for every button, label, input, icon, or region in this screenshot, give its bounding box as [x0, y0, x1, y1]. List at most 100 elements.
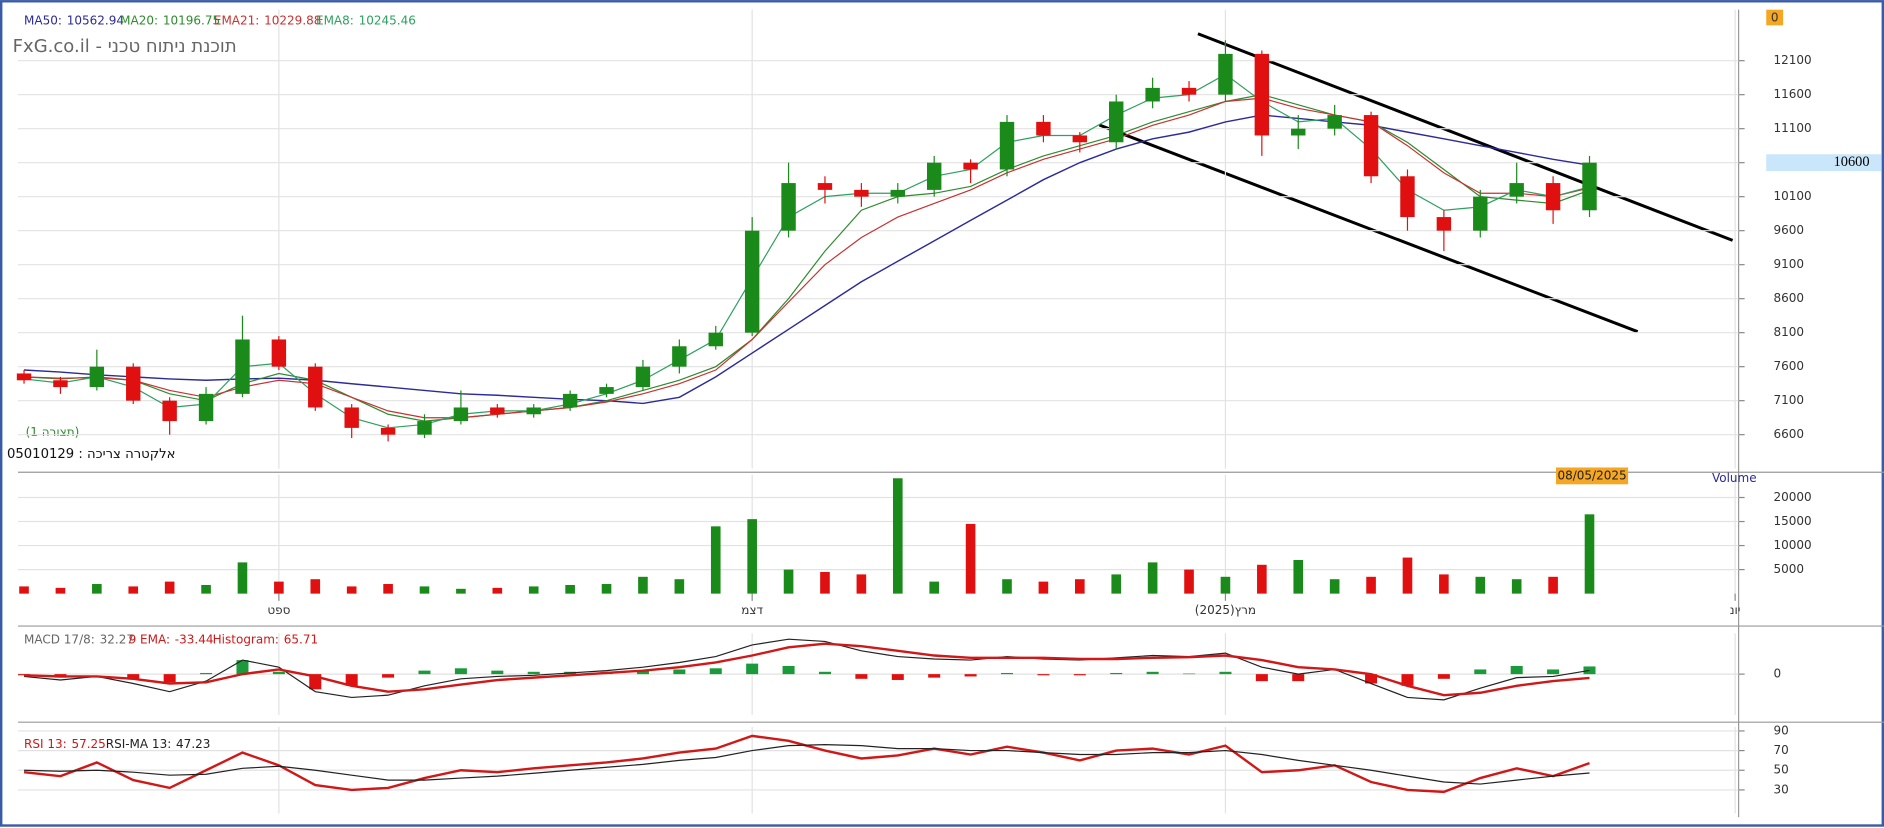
histogram-bar — [1365, 674, 1378, 684]
histogram-bar — [1146, 671, 1159, 675]
volume-bar — [1584, 514, 1595, 594]
candle-body — [380, 427, 396, 435]
histogram-bar — [1073, 674, 1086, 676]
candle-body — [53, 380, 68, 388]
candle-body — [1436, 217, 1452, 231]
histogram-bar — [1110, 672, 1123, 675]
histogram-bar — [928, 674, 941, 678]
y-tick-label: 11100 — [1773, 121, 1811, 135]
volume-bar — [383, 584, 393, 594]
volume-bar — [747, 519, 757, 594]
volume-bar — [674, 579, 685, 594]
candle-body — [1218, 53, 1233, 95]
instrument: אלקטרה צריכה : 05010129 — [7, 447, 175, 462]
histogram-bar — [18, 674, 31, 676]
candle-body — [1109, 101, 1124, 143]
volume-bar — [1002, 579, 1012, 594]
volume-bar — [128, 586, 139, 594]
candle-body — [417, 421, 432, 435]
candle-body — [599, 387, 614, 394]
volume-bar — [274, 581, 284, 594]
volume-bar — [1329, 579, 1340, 594]
volume-bar — [1475, 576, 1486, 594]
volume-bar — [164, 581, 175, 594]
y-tick-label: 10100 — [1773, 189, 1811, 203]
volume-bar — [710, 526, 721, 594]
corner-box — [1766, 9, 1784, 26]
legend-entry: MA50: 10562.94 — [24, 13, 124, 27]
y-tick-label: 7600 — [1773, 359, 1804, 373]
volume-bar — [92, 584, 102, 594]
legend-value: 10245.46 — [359, 13, 416, 27]
histogram-bar — [636, 670, 649, 675]
legend-entry: RSI 13: 57.25 — [24, 736, 106, 750]
volume-bar — [1293, 559, 1304, 594]
histogram-bar — [1474, 669, 1487, 675]
histogram-bar — [527, 671, 540, 675]
legend-name: MA50: — [24, 13, 62, 27]
histogram-bar — [236, 660, 249, 675]
legend-value: 10196.75 — [163, 13, 220, 27]
y-tick-label: 6600 — [1773, 427, 1804, 441]
y-tick-label: 9600 — [1773, 223, 1804, 237]
volume-bar — [1439, 574, 1449, 594]
histogram-bar — [964, 674, 977, 677]
y-tick-label: 50 — [1773, 763, 1788, 777]
volume-bar — [419, 586, 430, 594]
candle-body — [1582, 162, 1597, 211]
y-tick-label: 10000 — [1773, 538, 1811, 552]
volume-bar — [892, 478, 903, 594]
legend-entry: MACD 17/8: 32.27 — [24, 632, 134, 646]
legend-entry: EMA8: 10245.46 — [316, 13, 416, 27]
y-tick-label: 20000 — [1773, 490, 1811, 504]
line — [23, 642, 1590, 697]
volume-bar — [1038, 581, 1049, 594]
candle-body — [453, 407, 469, 422]
candle-body — [490, 407, 505, 415]
x-tick-label: דצמ — [741, 603, 763, 617]
candle-body — [16, 373, 32, 381]
candle-body — [162, 400, 177, 422]
histogram-bar — [1547, 669, 1560, 675]
app-title: FxG.co.il - תוכנת ניתוח טכני — [13, 36, 237, 57]
candle-body — [1036, 121, 1051, 136]
legend-value: 65.71 — [284, 632, 318, 646]
candle-body — [344, 407, 359, 428]
volume-bar — [820, 572, 830, 594]
volume-bar — [638, 576, 648, 594]
layout-label: (תצורה 1) — [26, 425, 80, 439]
candle-body — [1291, 128, 1306, 136]
volume-bar — [601, 584, 612, 594]
histogram-bar — [1510, 665, 1523, 675]
volume-bar — [528, 586, 539, 594]
volume-bar — [346, 586, 357, 594]
legend-value: -33.44 — [175, 632, 214, 646]
volume-bar — [1257, 564, 1267, 594]
volume-bar — [856, 574, 867, 594]
histogram-bar — [491, 670, 504, 675]
volume-bar — [1184, 569, 1194, 594]
legend-entry: 9 EMA: -33.44 — [129, 632, 214, 646]
candle-body — [1473, 196, 1488, 231]
histogram-bar — [891, 674, 904, 680]
volume-bar — [237, 562, 248, 594]
candle-body — [1181, 87, 1197, 95]
histogram-bar — [418, 670, 431, 675]
x-tick-label: מרץ(2025) — [1195, 603, 1256, 617]
legend-name: EMA21: — [214, 13, 259, 27]
histogram-bar — [272, 671, 285, 675]
y-tick-label: 90 — [1773, 723, 1788, 737]
volume-bar — [1111, 574, 1122, 594]
histogram-bar — [163, 674, 176, 683]
y-tick-label: 8600 — [1773, 291, 1804, 305]
candle-body — [1400, 176, 1415, 218]
volume-bar — [1548, 576, 1558, 594]
y-tick-label: 8100 — [1773, 325, 1804, 339]
histogram-bar — [782, 665, 795, 675]
candle-body — [562, 393, 578, 408]
volume-bar — [201, 584, 211, 594]
histogram-bar — [127, 674, 140, 679]
y-tick-label: 11600 — [1773, 87, 1811, 101]
histogram-bar — [1037, 674, 1050, 676]
